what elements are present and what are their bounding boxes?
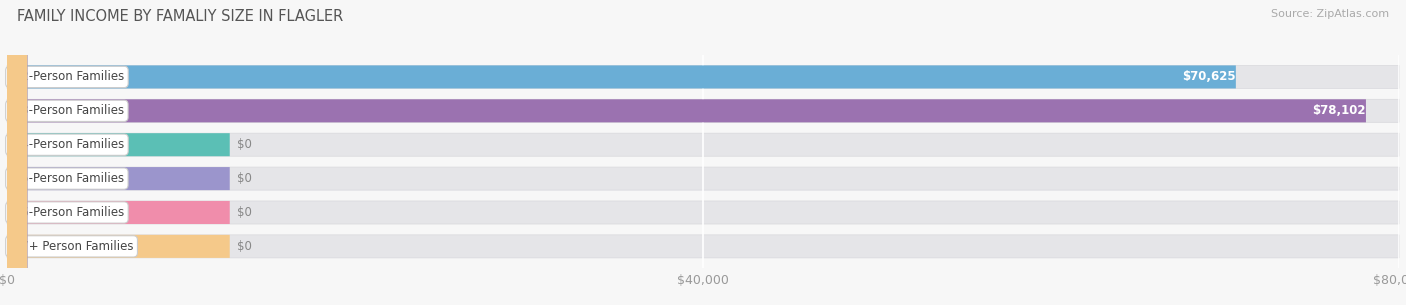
FancyBboxPatch shape [7,201,1399,224]
Text: 7+ Person Families: 7+ Person Families [10,240,134,253]
Text: $0: $0 [236,240,252,253]
Text: 5-Person Families: 5-Person Families [10,172,124,185]
FancyBboxPatch shape [7,167,1399,190]
Circle shape [0,0,27,305]
FancyBboxPatch shape [7,99,1367,122]
Circle shape [0,0,27,305]
Circle shape [0,0,27,305]
Text: $70,625: $70,625 [1182,70,1236,84]
Circle shape [0,0,27,305]
Text: $0: $0 [236,138,252,151]
FancyBboxPatch shape [7,235,1399,258]
Text: $0: $0 [236,172,252,185]
Text: FAMILY INCOME BY FAMALIY SIZE IN FLAGLER: FAMILY INCOME BY FAMALIY SIZE IN FLAGLER [17,9,343,24]
FancyBboxPatch shape [7,65,1236,88]
Text: 6-Person Families: 6-Person Families [10,206,124,219]
FancyBboxPatch shape [7,201,229,224]
Circle shape [0,0,27,305]
Text: $78,102: $78,102 [1312,104,1367,117]
Text: Source: ZipAtlas.com: Source: ZipAtlas.com [1271,9,1389,19]
Circle shape [0,0,27,305]
FancyBboxPatch shape [7,133,229,156]
Text: 2-Person Families: 2-Person Families [10,70,124,84]
FancyBboxPatch shape [7,167,229,190]
Text: $0: $0 [236,206,252,219]
Text: 3-Person Families: 3-Person Families [10,104,124,117]
FancyBboxPatch shape [7,99,1399,122]
Text: 4-Person Families: 4-Person Families [10,138,124,151]
FancyBboxPatch shape [7,65,1399,88]
FancyBboxPatch shape [7,133,1399,156]
FancyBboxPatch shape [7,235,229,258]
